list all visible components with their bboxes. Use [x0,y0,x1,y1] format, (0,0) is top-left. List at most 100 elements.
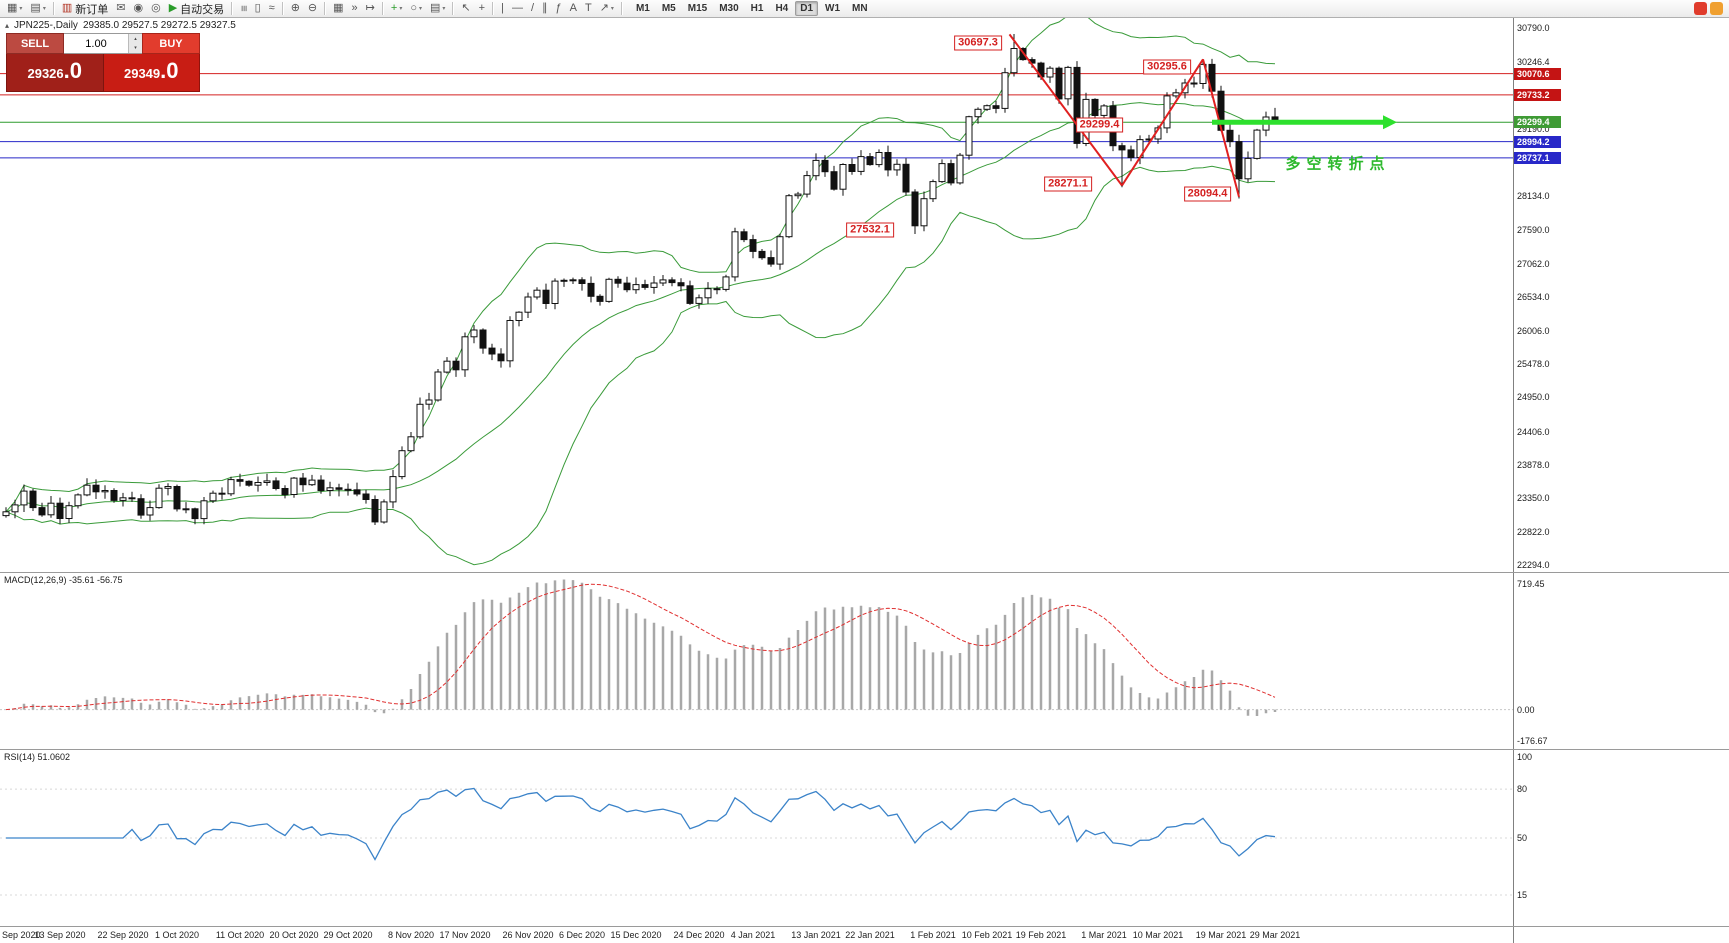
toolbar-separator [52,2,55,15]
price-tag: 29733.2 [1514,88,1561,101]
cursor-icon[interactable]: ↖ [458,1,473,16]
price-axis-label: 23350.0 [1517,493,1550,504]
macd-axis-label: -176.67 [1517,735,1548,746]
toolbar-separator [492,2,495,15]
indicators-icon[interactable]: + ▾ [388,1,405,16]
chart-profiles-icon: ▤ [30,2,41,14]
price-chart-canvas[interactable] [0,18,1513,572]
channel-icon[interactable]: ∥ [539,1,551,16]
buy-button[interactable]: BUY [142,33,200,54]
time-axis[interactable]: Sep 2020 13 Sep 2020 22 Sep 2020 1 Oct 2020… [0,927,1729,943]
trendline-icon: / [530,2,534,14]
text-icon[interactable]: A [567,1,580,16]
level-lines[interactable] [0,73,1513,159]
news-icon[interactable] [1710,2,1723,15]
panel-separator[interactable] [0,926,1729,927]
auto-scroll-icon: » [351,2,358,14]
arrows-icon[interactable]: ↗ ▾ [597,1,617,16]
timeframe-toolbar: M1 M5 M15 M30 H1 H4 D1 W1 MN [630,1,874,16]
volume-up-button[interactable]: ▴ [129,34,142,44]
symbol-ohlc: 29385.0 29527.5 29272.5 29327.5 [82,20,236,31]
time-axis-label: 29 Mar 2021 [1249,930,1301,940]
volume-input[interactable] [64,34,128,53]
panel-separator[interactable] [0,749,1729,750]
tile-windows-icon[interactable]: ▦ [330,1,346,16]
timeframe-h4-button[interactable]: H4 [770,1,793,16]
macd-panel[interactable]: MACD(12,26,9) -35.61 -56.75 719.45 0.00 -1… [0,573,1729,749]
crosshair-icon[interactable]: + [476,1,488,16]
fibonacci-icon: ƒ [555,2,562,14]
price-axis-border [1513,750,1514,926]
timeframe-m1-button[interactable]: M1 [631,1,655,16]
mailbox-icon[interactable]: ✉ [113,1,128,16]
alerts-icon[interactable]: ◉ [130,1,146,16]
templates-icon[interactable]: ▤ ▾ [427,1,448,16]
zoom-in-icon[interactable]: ⊕ [288,1,303,16]
time-axis-label: 17 Nov 2020 [439,930,491,940]
chart-annotation[interactable]: 28094.4 [1183,186,1232,202]
volume-stepper: ▴ ▾ [128,34,142,53]
autotrading-button[interactable]: ▶ 自动交易 [166,1,227,16]
chart-annotation[interactable]: 30697.3 [954,35,1002,51]
vertical-line-icon[interactable]: | [498,1,507,16]
bar-chart-icon[interactable]: ≡ [237,1,250,16]
price-axis-label: 30246.4 [1517,57,1550,68]
community-icon[interactable]: ◎ [148,1,164,16]
main-chart-panel[interactable]: ▴ JPN225-,Daily 29385.0 29527.5 29272.5 … [0,18,1729,572]
window-restore-icon[interactable]: ▴ [5,21,10,30]
crosshair-icon: + [478,2,486,14]
timeframe-w1-button[interactable]: W1 [820,1,845,16]
chart-annotation[interactable]: 27532.1 [846,222,894,238]
timeframe-m30-button[interactable]: M30 [714,1,743,16]
price-axis-label: 24950.0 [1517,392,1550,403]
macd-signal-line [5,583,1276,711]
horizontal-line-icon[interactable]: — [509,1,526,16]
chart-profiles-icon[interactable]: ▤ ▾ [27,1,48,16]
timeframe-h1-button[interactable]: H1 [746,1,769,16]
price-axis-label: 22294.0 [1517,560,1550,571]
timeframe-mn-button[interactable]: MN [847,1,873,16]
rsi-label: RSI(14) 51.0602 [4,752,71,762]
price-axis-label: 28134.0 [1517,191,1550,201]
panel-separator[interactable] [0,572,1729,573]
label-icon[interactable]: T [582,1,595,16]
zoom-out-icon[interactable]: ⊖ [305,1,320,16]
fibonacci-icon[interactable]: ƒ [553,1,565,16]
sell-price[interactable]: 29326.0 [6,54,104,92]
volume-down-button[interactable]: ▾ [129,43,142,53]
line-chart-icon[interactable]: ≈ [266,1,278,16]
macd-canvas [0,579,1513,716]
buy-price[interactable]: 29349.0 [103,54,200,92]
timeframe-m15-button[interactable]: M15 [683,1,712,16]
buy-price-pips: .0 [160,58,179,83]
price-axis-label: 30790.0 [1517,23,1550,34]
mailbox-icon: ✉ [116,2,126,14]
chart-annotation[interactable]: 29299.4 [1075,117,1124,132]
candles [2,34,1279,525]
symbol-bar: ▴ JPN225-,Daily 29385.0 29527.5 29272.5 … [5,20,236,31]
price-tag: 29299.4 [1514,116,1561,129]
support-resistance-line[interactable] [1212,115,1397,130]
trendline-icon[interactable]: / [528,1,537,16]
chart-annotation[interactable]: 多空转折点 [1285,155,1391,173]
autotrading-button: ▶ [168,2,178,14]
sell-button[interactable]: SELL [6,33,64,54]
periods-icon[interactable]: ○ ▾ [407,1,425,16]
cursor-icon: ↖ [461,2,471,14]
rsi-panel[interactable]: RSI(14) 51.0602 100 80 50 15 [0,750,1729,926]
price-axis-label: 27590.0 [1517,225,1550,236]
mql5-community-icon[interactable] [1694,2,1707,15]
chart-annotation[interactable]: 30295.6 [1143,59,1191,75]
auto-scroll-icon[interactable]: » [349,1,361,16]
timeframe-m5-button[interactable]: M5 [657,1,681,16]
candlestick-chart-icon[interactable]: ▯ [252,1,264,16]
new-order-button[interactable]: ▥ 新订单 [59,1,111,16]
chart-shift-icon[interactable]: ↦ [363,1,378,16]
time-axis-label: 22 Sep 2020 [97,930,149,940]
trade-panel-price-row: 29326.0 29349.0 [6,54,200,92]
trendlines[interactable] [1008,33,1240,198]
bollinger-bands [5,18,1276,566]
timeframe-d1-button[interactable]: D1 [795,1,819,16]
new-chart-icon[interactable]: ▦ ▾ [4,1,25,16]
chart-annotation[interactable]: 28271.1 [1044,176,1092,192]
